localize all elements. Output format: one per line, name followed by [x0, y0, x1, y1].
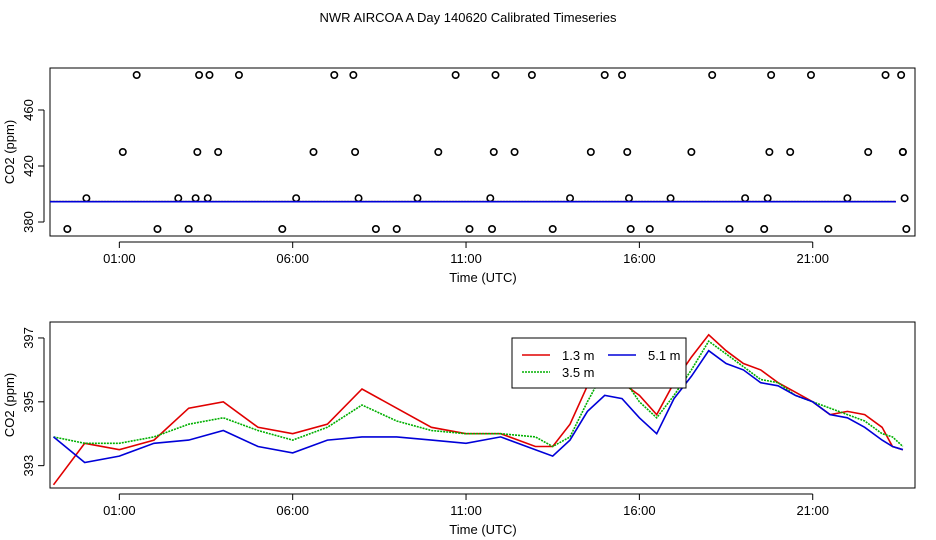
top-data-point — [600, 71, 609, 80]
legend-box — [511, 337, 687, 389]
legend: 1.3 m 5.1 m 3.5 m — [511, 337, 687, 389]
bottom-x-tick-label: 11:00 — [450, 503, 482, 518]
top-x-tick-label: 01:00 — [103, 251, 136, 266]
top-data-point — [392, 225, 401, 234]
top-data-point — [626, 225, 635, 234]
top-x-tick-label: 16:00 — [623, 251, 656, 266]
bottom-x-tick-label: 16:00 — [623, 503, 656, 518]
top-data-point — [897, 71, 906, 80]
top-y-tick-label: 420 — [21, 155, 36, 177]
top-data-point — [214, 148, 223, 157]
top-data-point — [309, 148, 318, 157]
legend-label: 1.3 m — [562, 348, 595, 363]
top-data-point — [687, 148, 696, 157]
top-x-tick-label: 21:00 — [796, 251, 829, 266]
top-data-point — [191, 194, 200, 203]
top-data-point — [786, 148, 795, 157]
top-data-point — [234, 71, 243, 80]
top-data-point — [763, 194, 772, 203]
top-data-point — [193, 148, 202, 157]
top-x-tick-label: 06:00 — [276, 251, 309, 266]
bottom-axes: 01:00 06:00 11:00 16:00 21:00 393 395 397 — [21, 327, 829, 518]
top-data-point — [63, 225, 72, 234]
top-data-point — [618, 71, 627, 80]
top-data-point — [760, 225, 769, 234]
bottom-y-tick-label: 393 — [21, 455, 36, 477]
top-data-point — [354, 194, 363, 203]
bottom-series-line-1-3-m — [52, 333, 904, 486]
top-data-point — [725, 225, 734, 234]
top-data-point — [205, 71, 214, 80]
bottom-y-axis-label: CO2 (ppm) — [2, 373, 17, 437]
top-data-point — [548, 225, 557, 234]
top-x-axis-label: Time (UTC) — [449, 270, 516, 285]
top-y-axis-label: CO2 (ppm) — [2, 120, 17, 184]
top-data-point — [900, 194, 909, 203]
top-plot-frame — [49, 67, 916, 237]
chart-title: NWR AIRCOA A Day 140620 Calibrated Times… — [320, 10, 617, 25]
top-y-tick-label: 380 — [21, 211, 36, 233]
top-data-point — [434, 148, 443, 157]
bottom-x-tick-label: 21:00 — [796, 503, 829, 518]
top-panel: 01:00 06:00 11:00 16:00 21:00 380 420 460 Time … — [2, 67, 916, 285]
top-data-point — [278, 225, 287, 234]
bottom-x-axis-label: Time (UTC) — [449, 522, 516, 537]
top-data-point — [491, 71, 500, 80]
bottom-y-tick-label: 395 — [21, 391, 36, 413]
bottom-x-tick-label: 01:00 — [103, 503, 136, 518]
top-data-point — [767, 71, 776, 80]
top-data-point — [132, 71, 141, 80]
top-data-point — [330, 71, 339, 80]
top-data-point — [902, 225, 911, 234]
top-data-point — [488, 225, 497, 234]
top-data-point — [195, 71, 204, 80]
top-data-point — [203, 194, 212, 203]
top-data-point — [586, 148, 595, 157]
legend-label: 3.5 m — [562, 365, 595, 380]
top-data-point — [451, 71, 460, 80]
top-data-point — [898, 148, 907, 157]
top-data-point — [527, 71, 536, 80]
top-data-point — [708, 71, 717, 80]
top-plot-marks — [50, 71, 911, 234]
top-data-point — [486, 194, 495, 203]
top-data-point — [292, 194, 301, 203]
top-data-point — [153, 225, 162, 234]
top-data-point — [184, 225, 193, 234]
bottom-panel: 01:00 06:00 11:00 16:00 21:00 393 395 397 Time … — [2, 321, 916, 537]
top-data-point — [371, 225, 380, 234]
top-x-tick-label: 11:00 — [450, 251, 482, 266]
top-data-point — [465, 225, 474, 234]
top-data-point — [824, 225, 833, 234]
top-data-point — [843, 194, 852, 203]
top-data-point — [510, 148, 519, 157]
top-data-point — [624, 194, 633, 203]
legend-label: 5.1 m — [648, 348, 681, 363]
bottom-plot-marks — [52, 333, 904, 486]
top-data-point — [666, 194, 675, 203]
top-data-point — [806, 71, 815, 80]
bottom-y-tick-label: 397 — [21, 327, 36, 349]
top-data-point — [174, 194, 183, 203]
top-data-point — [566, 194, 575, 203]
top-data-point — [741, 194, 750, 203]
top-y-tick-label: 460 — [21, 99, 36, 121]
top-data-point — [82, 194, 91, 203]
top-data-point — [881, 71, 890, 80]
bottom-x-tick-label: 06:00 — [276, 503, 309, 518]
bottom-series-line-3-5-m — [53, 340, 904, 448]
top-data-point — [349, 71, 358, 80]
top-data-point — [118, 148, 127, 157]
top-data-point — [864, 148, 873, 157]
top-data-point — [351, 148, 360, 157]
top-axes: 01:00 06:00 11:00 16:00 21:00 380 420 460 — [21, 99, 829, 266]
top-data-point — [645, 225, 654, 234]
bottom-series-line-5-1-m — [52, 349, 904, 464]
top-data-point — [623, 148, 632, 157]
top-data-point — [413, 194, 422, 203]
bottom-plot-frame — [49, 321, 916, 489]
top-data-point — [489, 148, 498, 157]
top-data-point — [765, 148, 774, 157]
